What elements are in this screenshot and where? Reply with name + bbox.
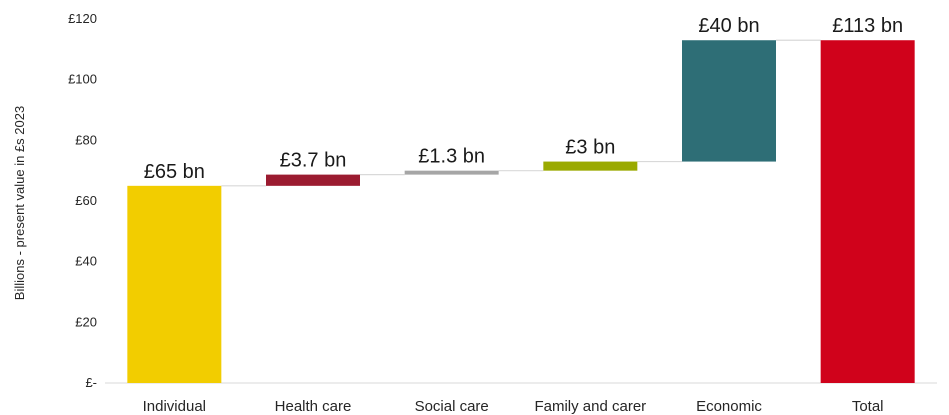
x-tick-label: Social care bbox=[415, 398, 489, 415]
y-tick-label: £- bbox=[85, 375, 97, 390]
y-axis-ticks: £- £20 £40 £60 £80 £100 £120 bbox=[68, 11, 97, 390]
x-tick-label: Economic bbox=[696, 398, 762, 415]
y-tick-label: £80 bbox=[75, 132, 97, 147]
data-label: £40 bn bbox=[698, 15, 759, 37]
data-label: £3 bn bbox=[565, 137, 615, 159]
x-tick-label: Individual bbox=[143, 398, 206, 415]
data-label: £113 bn bbox=[832, 15, 903, 37]
x-tick-label: Total bbox=[852, 398, 884, 415]
bar-health-care bbox=[266, 174, 360, 186]
bar-economic bbox=[682, 40, 776, 162]
category-labels: Individual Health care Social care Family a… bbox=[143, 398, 884, 415]
bar-total bbox=[820, 40, 915, 383]
connector-lines bbox=[221, 39, 821, 187]
y-axis-label: Billions - present value in £s 2023 bbox=[12, 106, 27, 300]
bar-family-and-carer bbox=[543, 161, 638, 171]
y-tick-label: £60 bbox=[75, 193, 97, 208]
x-tick-label: Family and carer bbox=[534, 398, 646, 415]
x-tick-label: Health care bbox=[275, 398, 352, 415]
data-label: £1.3 bn bbox=[418, 146, 485, 168]
bars bbox=[127, 40, 915, 383]
y-tick-label: £100 bbox=[68, 72, 97, 87]
data-label: £3.7 bn bbox=[280, 150, 347, 172]
data-label: £65 bn bbox=[144, 161, 205, 183]
data-labels: £65 bn £3.7 bn £1.3 bn £3 bn £40 bn £113 bn bbox=[144, 15, 903, 183]
bar-individual bbox=[127, 185, 222, 383]
bar-social-care bbox=[404, 170, 499, 175]
y-tick-label: £20 bbox=[75, 314, 97, 329]
y-tick-label: £120 bbox=[68, 11, 97, 26]
y-tick-label: £40 bbox=[75, 254, 97, 269]
